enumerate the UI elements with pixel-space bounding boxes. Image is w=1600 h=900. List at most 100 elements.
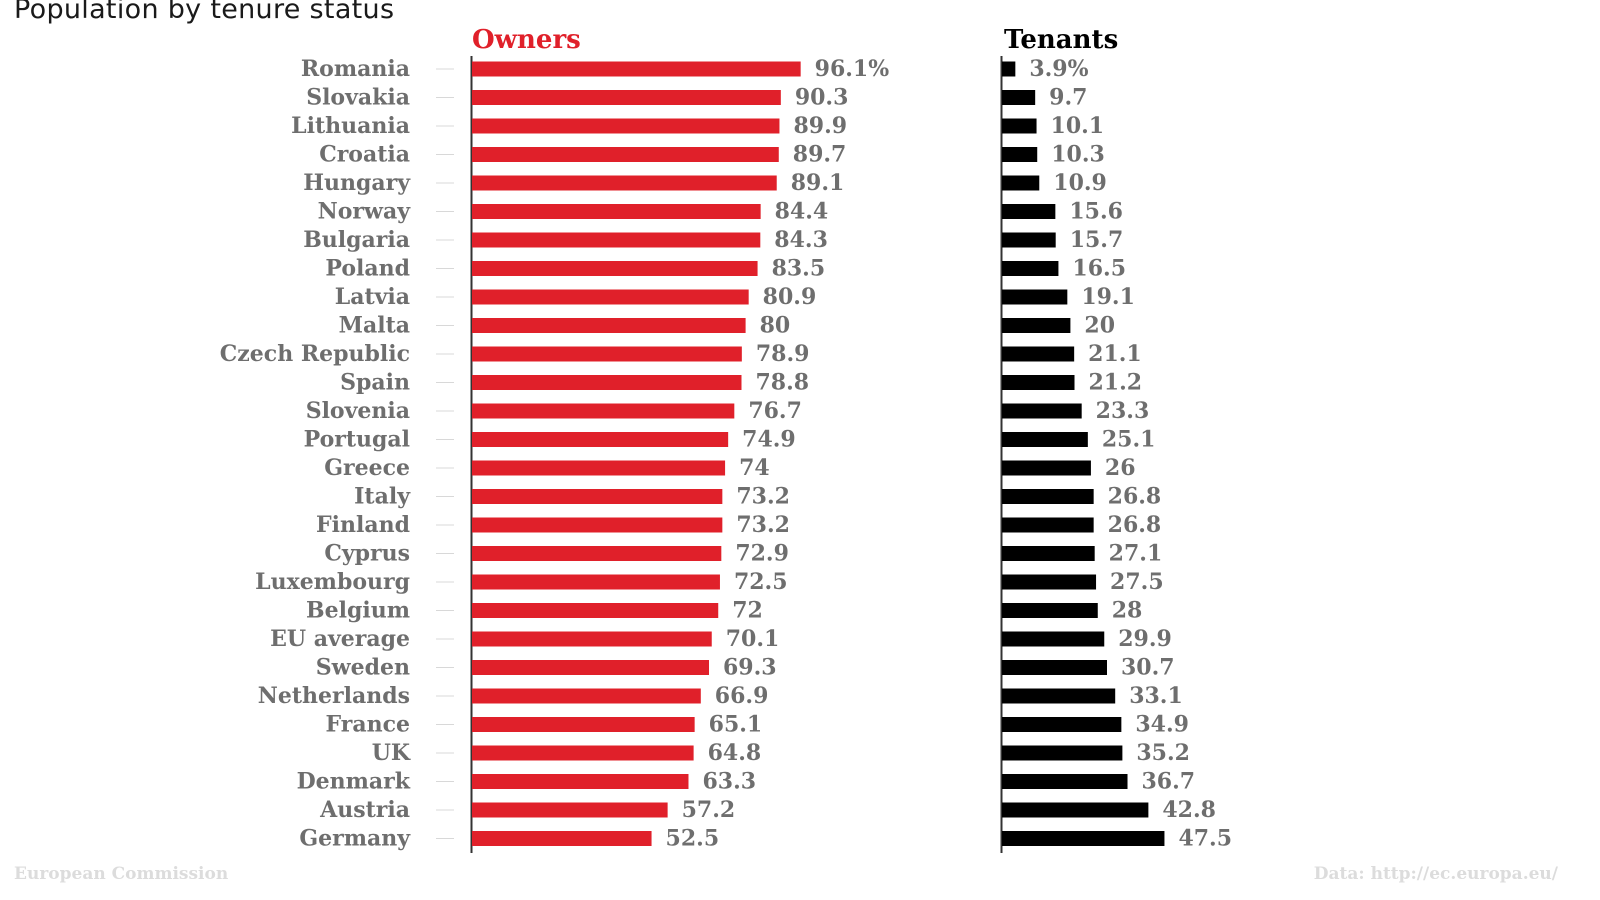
tenants-value-label: 29.9 [1118, 626, 1172, 652]
chart-row: Finland 73.2 26.8 [316, 512, 1161, 538]
tenants-bar [1002, 403, 1082, 419]
chart-row: Italy 73.2 26.8 [354, 484, 1161, 510]
owners-bar [472, 204, 761, 219]
tenants-value-label: 10.3 [1051, 142, 1105, 168]
chart-row: France 65.1 34.9 [326, 712, 1189, 738]
owners-value-label: 89.9 [793, 113, 847, 139]
tenants-bar [1002, 375, 1075, 390]
tenants-value-label: 19.1 [1081, 284, 1135, 310]
chart-row: Croatia 89.7 10.3 [319, 142, 1105, 168]
tenants-value-label: 33.1 [1129, 683, 1183, 709]
tenants-bar [1002, 489, 1094, 504]
chart-row: Denmark 63.3 36.7 [297, 769, 1196, 795]
owners-value-label: 89.7 [793, 142, 847, 168]
tenants-bar [1002, 688, 1116, 704]
category-label: Poland [325, 256, 410, 282]
chart-row: Austria 57.2 42.8 [319, 797, 1216, 823]
category-label: Latvia [335, 284, 410, 310]
series-headers: Owners Tenants [472, 25, 1118, 55]
owners-value-label: 76.7 [748, 398, 802, 424]
owners-value-label: 64.8 [708, 740, 762, 766]
owners-value-label: 52.5 [666, 826, 720, 852]
category-label: Portugal [304, 427, 410, 453]
tenants-value-label: 25.1 [1102, 427, 1156, 453]
chart-row: Germany 52.5 47.5 [299, 826, 1232, 852]
tenants-value-label: 9.7 [1049, 85, 1087, 111]
category-label: Slovakia [306, 85, 410, 111]
owners-bar [472, 546, 722, 561]
owners-bar [472, 147, 779, 162]
chart-row: Latvia 80.9 19.1 [335, 284, 1135, 310]
tenants-bar [1002, 318, 1071, 333]
category-label: Germany [299, 826, 411, 852]
chart-row: Hungary 89.1 10.9 [303, 170, 1107, 196]
owners-value-label: 73.2 [736, 512, 790, 538]
category-label: Romania [301, 56, 410, 82]
tenants-value-label: 34.9 [1135, 712, 1189, 738]
tenants-bar [1002, 631, 1105, 647]
tenants-bar [1002, 261, 1059, 276]
owners-value-label: 70.1 [726, 626, 780, 652]
owners-value-label: 89.1 [791, 170, 845, 196]
tenants-bar [1002, 289, 1068, 305]
tenants-value-label: 23.3 [1096, 398, 1150, 424]
tenants-value-label: 30.7 [1121, 655, 1175, 681]
tenants-bar [1002, 774, 1128, 789]
tenants-bar [1002, 432, 1088, 447]
owners-bar [472, 489, 723, 504]
owners-value-label: 66.9 [715, 683, 769, 709]
tenants-bar [1002, 204, 1056, 219]
tenants-bar [1002, 831, 1165, 846]
owners-value-label: 69.3 [723, 655, 777, 681]
category-label: France [326, 712, 410, 738]
chart-rows: Romania 96.1% 3.9%Slovakia 90.3 9.7Lithuania… [220, 56, 1232, 852]
category-label: Spain [340, 370, 410, 396]
tenants-value-label: 26 [1105, 455, 1136, 481]
category-label: Hungary [303, 170, 411, 196]
owners-value-label: 57.2 [682, 797, 736, 823]
owners-value-label: 80 [760, 313, 791, 339]
chart-row: Luxembourg 72.5 27.5 [255, 569, 1164, 595]
category-label: Italy [354, 484, 411, 510]
tenants-bar [1002, 546, 1095, 561]
owners-bar [472, 346, 742, 362]
tenants-value-label: 47.5 [1178, 826, 1232, 852]
owners-bar [472, 802, 668, 818]
owners-bar [472, 318, 746, 333]
owners-bar [472, 403, 735, 419]
owners-bar [472, 289, 749, 305]
owners-bar [472, 717, 695, 732]
category-label: Sweden [316, 655, 410, 681]
category-label: Luxembourg [255, 569, 410, 595]
tenants-value-label: 10.1 [1051, 113, 1105, 139]
tenants-bar [1002, 90, 1036, 105]
tenants-bar [1002, 745, 1123, 761]
chart-row: UK 64.8 35.2 [372, 740, 1190, 766]
tenants-value-label: 3.9% [1029, 56, 1088, 82]
chart-row: Norway 84.4 15.6 [318, 199, 1123, 225]
owners-bar [472, 831, 652, 846]
owners-bar [472, 90, 781, 105]
chart-row: Greece 74 26 [324, 455, 1135, 481]
tenants-value-label: 15.7 [1070, 227, 1124, 253]
tenants-bar [1002, 232, 1056, 248]
tenants-value-label: 16.5 [1072, 256, 1126, 282]
chart-row: Belgium 72 28 [306, 598, 1142, 624]
category-label: Cyprus [324, 541, 410, 567]
owners-bar [472, 375, 742, 390]
owners-value-label: 72 [732, 598, 763, 624]
chart-row: Romania 96.1% 3.9% [301, 56, 1089, 82]
owners-bar [472, 517, 723, 533]
category-label: Denmark [297, 769, 411, 795]
tenants-value-label: 36.7 [1142, 769, 1196, 795]
tenants-bar [1002, 574, 1097, 590]
tenants-value-label: 27.1 [1109, 541, 1163, 567]
tenants-value-label: 26.8 [1108, 484, 1162, 510]
owners-value-label: 83.5 [772, 256, 826, 282]
category-label: Bulgaria [303, 227, 410, 253]
owners-value-label: 73.2 [736, 484, 790, 510]
chart-row: Malta 80 20 [339, 313, 1115, 339]
tenants-value-label: 21.2 [1089, 370, 1143, 396]
tenants-bar [1002, 517, 1094, 533]
tenants-bar [1002, 147, 1038, 162]
